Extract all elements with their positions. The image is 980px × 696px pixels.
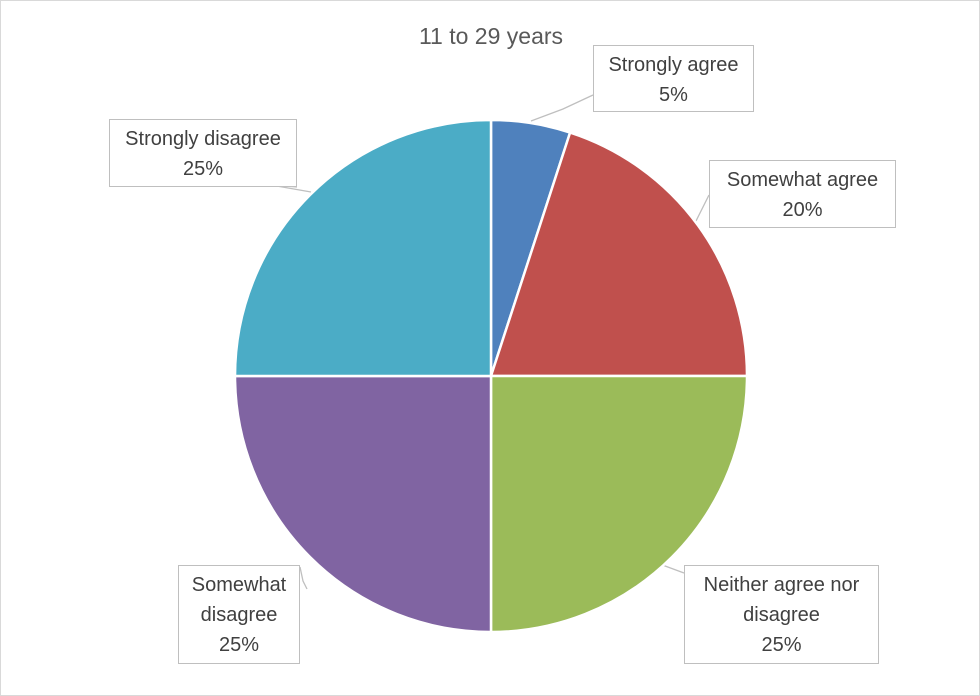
slice-label: Strongly disagree — [125, 128, 281, 150]
slice-value-label: 25% — [761, 634, 802, 656]
chart-title: 11 to 29 years — [418, 23, 564, 49]
callout-neither-agree-nor-disagree: Neither agree nor disagree 25% — [684, 565, 879, 664]
callout-somewhat-agree: Somewhat agree 20% — [709, 160, 896, 228]
slice-value-label: 25% — [182, 158, 224, 180]
callout-somewhat-disagree: Somewhat disagree 25% — [178, 565, 300, 664]
pie-slices — [233, 118, 749, 634]
leader-line — [299, 566, 308, 590]
slice-label: Neither agree nor disagree — [703, 574, 860, 626]
slice-label: Somewhat disagree — [191, 574, 287, 626]
slice-value-label: 5% — [659, 84, 688, 106]
pie-slice-neither-agree-nor-disagree — [489, 374, 749, 634]
pie-slice-somewhat-agree — [489, 131, 749, 378]
pie-slice-somewhat-disagree — [233, 374, 493, 634]
slice-value-label: 25% — [218, 634, 260, 656]
callout-strongly-agree: Strongly agree 5% — [593, 45, 754, 112]
slice-value-label: 20% — [782, 199, 823, 221]
slice-label: Strongly agree — [608, 54, 739, 76]
leader-line — [530, 94, 594, 122]
pie-slice-strongly-disagree — [233, 118, 493, 378]
callout-strongly-disagree: Strongly disagree 25% — [109, 119, 297, 187]
slice-label: Somewhat agree — [726, 169, 879, 191]
